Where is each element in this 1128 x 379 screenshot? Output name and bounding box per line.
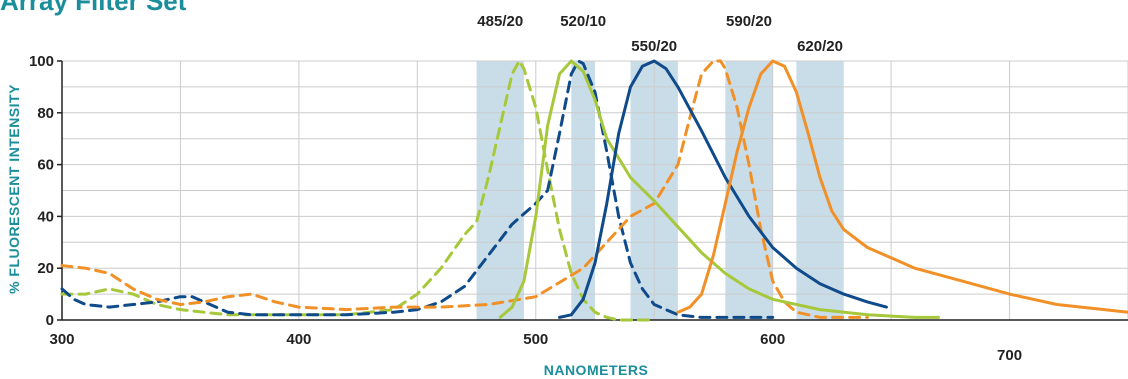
series-line-lime-solid — [498, 59, 940, 319]
series-line-orange-solid — [676, 59, 1128, 314]
y-tick-label: 100 — [29, 53, 54, 70]
series — [60, 59, 1128, 322]
y-axis-label: % FLUORESCENT INTENSITY — [6, 84, 22, 294]
y-tick-label: 0 — [46, 312, 54, 329]
filter-band-label: 485/20 — [477, 13, 523, 30]
filter-band-label: 550/20 — [631, 38, 677, 55]
series-line-navy-solid — [558, 59, 888, 319]
y-tick-label: 40 — [37, 208, 54, 225]
y-tick-label: 60 — [37, 157, 54, 174]
x-tick-label: 700 — [997, 347, 1022, 364]
labels: 485/20 520/10 550/20 590/20 620/20 — [477, 13, 843, 55]
filter-band-label: 520/10 — [560, 13, 606, 30]
x-axis-label: NANOMETERS — [544, 362, 649, 378]
x-tick-label: 300 — [49, 331, 74, 348]
x-tick-label: 400 — [286, 331, 311, 348]
y-tick-label: 80 — [37, 105, 54, 122]
chart-title: Array Filter Set — [0, 0, 187, 16]
filter-band-label: 620/20 — [797, 38, 843, 55]
x-tick-label: 500 — [523, 331, 548, 348]
series-line-navy-dashed — [60, 59, 775, 319]
axes: 0 20 40 60 80 100 300 400 500 600 700 — [29, 53, 1128, 364]
series-line-lime-dashed — [60, 59, 656, 322]
grid — [62, 60, 1128, 320]
x-tick-label: 600 — [760, 331, 785, 348]
series-line-orange-dashed — [60, 59, 869, 319]
filter-band-label: 590/20 — [726, 13, 772, 30]
y-tick-label: 20 — [37, 260, 54, 277]
